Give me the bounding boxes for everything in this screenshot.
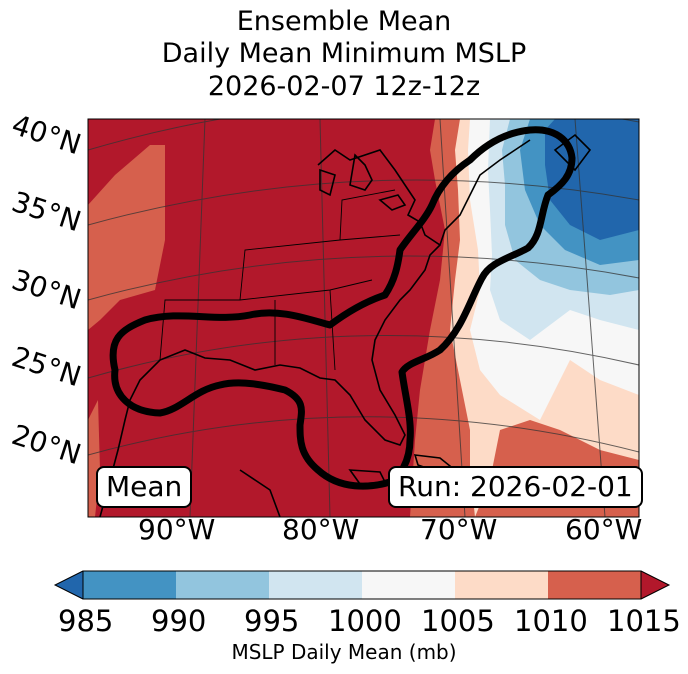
colorbar-tick-1005: 1005 bbox=[421, 604, 495, 638]
run-label-box: Run: 2026-02-01 bbox=[388, 466, 643, 508]
colorbar-tick-995: 995 bbox=[244, 604, 300, 638]
title-line-2: Daily Mean Minimum MSLP bbox=[161, 38, 527, 69]
colorbar-swatch-above-1015 bbox=[641, 571, 669, 599]
colorbar-tick-990: 990 bbox=[151, 604, 207, 638]
lon-label-80w: 80°W bbox=[282, 513, 360, 546]
colorbar-label: MSLP Daily Mean (mb) bbox=[231, 640, 457, 664]
colorbar-frame bbox=[82, 570, 642, 600]
colorbar-swatch bbox=[362, 571, 456, 599]
colorbar-swatch bbox=[83, 571, 177, 599]
colorbar-swatch bbox=[176, 571, 270, 599]
field-1010-interior bbox=[88, 145, 165, 330]
title-line-3: 2026-02-07 12z-12z bbox=[207, 71, 481, 102]
colorbar-tick-1010: 1010 bbox=[514, 604, 588, 638]
colorbar-right-arrow bbox=[640, 570, 671, 600]
colorbar-swatch bbox=[269, 571, 363, 599]
map-frame bbox=[87, 118, 640, 518]
lon-label-90w: 90°W bbox=[138, 513, 216, 546]
lon-label-70w: 70°W bbox=[420, 513, 498, 546]
colorbar-left-arrow bbox=[53, 570, 84, 600]
colorbar-tick-1015: 1015 bbox=[607, 604, 681, 638]
mslp-contour bbox=[109, 126, 576, 490]
mean-label-box: Mean bbox=[96, 466, 193, 508]
colorbar-swatch bbox=[548, 571, 642, 599]
title-line-1: Ensemble Mean bbox=[236, 6, 452, 37]
colorbar-swatch bbox=[455, 571, 549, 599]
colorbar-swatch-below-985 bbox=[55, 571, 83, 599]
colorbar-tick-985: 985 bbox=[58, 604, 114, 638]
colorbar-tick-1000: 1000 bbox=[328, 604, 402, 638]
lon-label-60w: 60°W bbox=[565, 513, 643, 546]
